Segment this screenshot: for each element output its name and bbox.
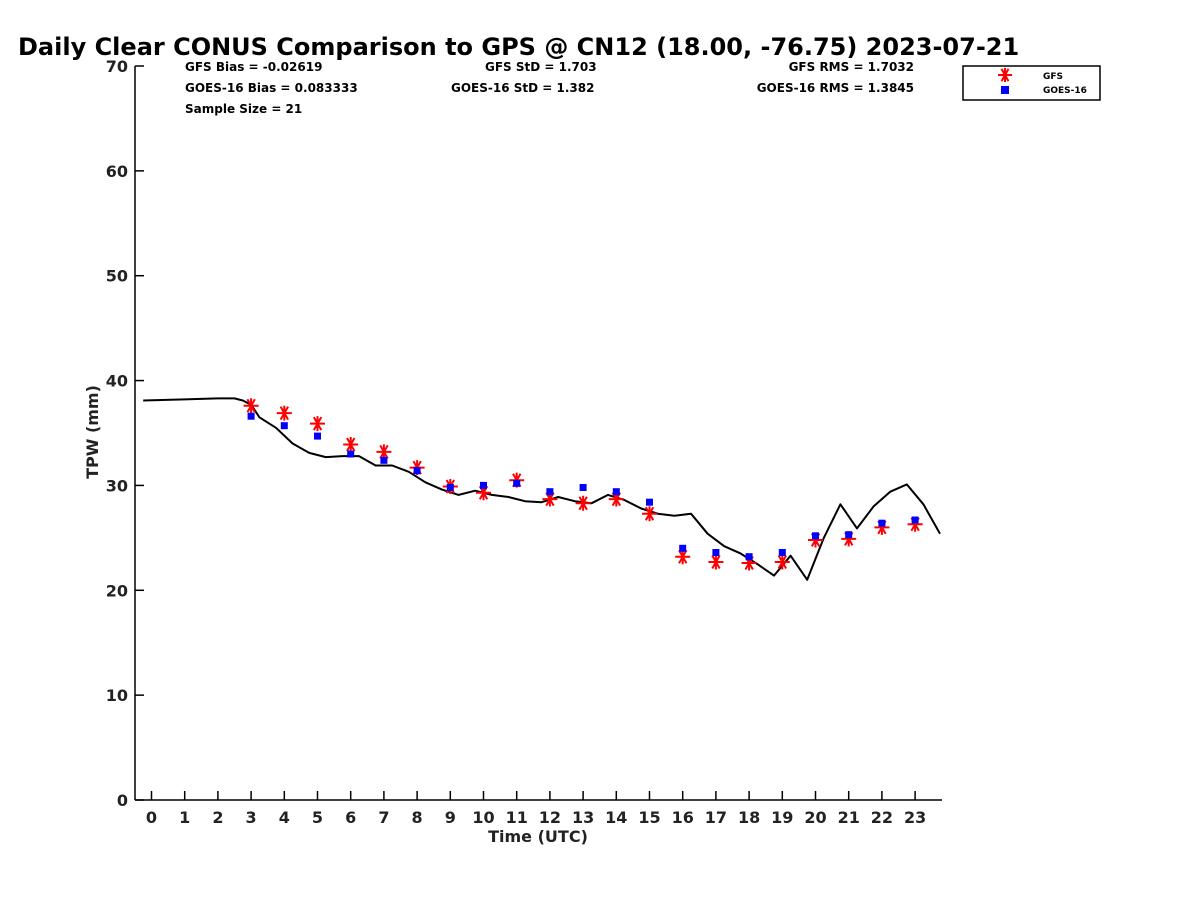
legend-goes16-label: GOES-16 <box>1043 86 1087 96</box>
gfs-point <box>642 506 657 522</box>
goes16-point <box>612 488 620 496</box>
goes16-point <box>745 553 753 561</box>
goes-rms-text: GOES-16 RMS = 1.3845 <box>757 81 914 95</box>
gfs-bias-text: GFS Bias = -0.02619 <box>185 60 322 74</box>
y-tick-label: 10 <box>106 686 128 705</box>
legend: GFS GOES-16 <box>962 65 1101 101</box>
y-axis-label: TPW (mm) <box>83 385 102 479</box>
goes-std-text: GOES-16 StD = 1.382 <box>451 81 594 95</box>
goes16-point <box>513 479 521 487</box>
goes16-point <box>280 422 288 430</box>
goes16-point <box>778 549 786 556</box>
gfs-point <box>874 519 890 535</box>
x-tick-label: 23 <box>904 808 926 827</box>
x-axis-label: Time (UTC) <box>488 827 588 846</box>
x-tick-label: 7 <box>378 808 389 827</box>
legend-gfs-label: GFS <box>1043 72 1063 82</box>
goes16-point <box>247 412 255 420</box>
legend-gfs-marker <box>998 68 1012 82</box>
goes16-point <box>712 549 720 556</box>
gfs-point <box>741 555 757 571</box>
x-tick-label: 0 <box>146 808 157 827</box>
gfs-point <box>476 485 491 501</box>
goes16-point <box>579 484 587 491</box>
goes16-point <box>546 488 554 496</box>
y-tick-label: 0 <box>117 791 128 810</box>
goes16-point <box>314 432 321 440</box>
gfs-point <box>708 554 724 570</box>
goes16-point <box>812 532 819 540</box>
x-tick-label: 2 <box>212 808 223 827</box>
gfs-rms-text: GFS RMS = 1.7032 <box>789 60 914 74</box>
chart-title: Daily Clear CONUS Comparison to GPS @ CN… <box>18 33 1019 61</box>
goes16-point <box>413 467 421 475</box>
x-tick-label: 17 <box>705 808 727 827</box>
y-ticks: 0 10 20 30 40 50 60 70 <box>106 57 144 810</box>
plot-area <box>143 397 941 581</box>
gfs-point <box>343 437 359 453</box>
gfs-point <box>542 491 558 507</box>
x-tick-label: 4 <box>279 808 290 827</box>
x-tick-label: 18 <box>738 808 760 827</box>
y-tick-label: 20 <box>106 581 128 600</box>
x-tick-label: 14 <box>605 808 627 827</box>
x-tick-label: 22 <box>871 808 893 827</box>
x-tick-label: 5 <box>312 808 323 827</box>
x-tick-label: 16 <box>672 808 694 827</box>
x-tick-label: 1 <box>179 808 190 827</box>
goes-bias-text: GOES-16 Bias = 0.083333 <box>185 81 358 95</box>
gps-series-line <box>143 397 941 581</box>
x-tick-label: 21 <box>838 808 860 827</box>
x-tick-label: 10 <box>472 808 494 827</box>
y-tick-label: 50 <box>106 267 128 286</box>
gfs-point <box>608 491 624 507</box>
axes <box>134 66 942 801</box>
x-tick-label: 3 <box>246 808 257 827</box>
goes16-point <box>646 498 653 506</box>
stats-box: GFS Bias = -0.02619 GOES-16 Bias = 0.083… <box>185 60 914 116</box>
gfs-point <box>376 444 392 460</box>
goes16-point <box>911 516 919 524</box>
gfs-point <box>774 554 790 570</box>
x-tick-label: 20 <box>804 808 826 827</box>
x-tick-label: 8 <box>412 808 423 827</box>
y-tick-label: 30 <box>106 476 128 495</box>
gfs-point <box>907 516 923 532</box>
gfs-point <box>808 532 823 548</box>
x-tick-label: 19 <box>771 808 793 827</box>
goes16-point <box>878 519 886 527</box>
gfs-point <box>276 405 292 421</box>
legend-box <box>962 65 1101 101</box>
x-tick-label: 6 <box>345 808 356 827</box>
gfs-point <box>243 398 259 414</box>
goes16-point <box>446 484 454 491</box>
gfs-std-text: GFS StD = 1.703 <box>485 60 597 74</box>
goes16-point <box>845 531 853 539</box>
x-tick-label: 15 <box>638 808 660 827</box>
gfs-point <box>841 531 857 547</box>
gfs-point <box>675 549 691 565</box>
legend-goes16-marker <box>1001 86 1009 94</box>
y-tick-label: 60 <box>106 162 128 181</box>
gfs-point <box>575 495 591 511</box>
x-tick-label: 9 <box>445 808 456 827</box>
x-tick-label: 13 <box>572 808 594 827</box>
sample-size-text: Sample Size = 21 <box>185 102 302 116</box>
y-tick-label: 70 <box>106 57 128 76</box>
x-ticks: 0 1 2 3 4 5 6 7 8 9 10 11 12 13 14 15 16 17 18 19 20 21 22 23 <box>146 791 926 827</box>
x-tick-label: 12 <box>539 808 561 827</box>
goes16-point <box>347 450 355 458</box>
legend-gfs-asterisk <box>998 68 1012 82</box>
goes16-point <box>679 544 687 552</box>
gfs-point <box>310 416 325 432</box>
y-tick-label: 40 <box>106 372 128 391</box>
goes16-point <box>480 481 487 489</box>
goes16-point <box>380 456 388 464</box>
x-tick-label: 11 <box>506 808 528 827</box>
